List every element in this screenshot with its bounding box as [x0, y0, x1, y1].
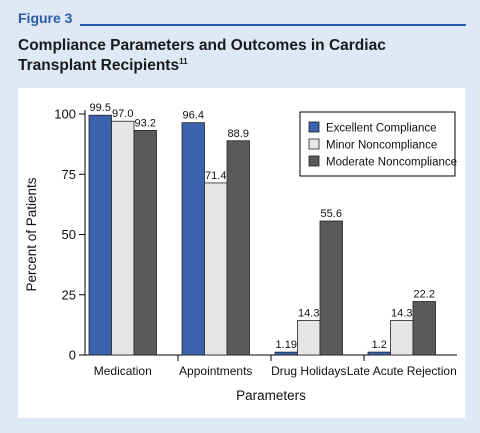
- x-tick-label: Medication: [94, 364, 152, 378]
- data-label: 14.3: [391, 308, 412, 320]
- chart-bars: 99.597.093.2 96.4 71.4 88.9 1.19 14.3 55.6 1.2 1…: [88, 102, 436, 356]
- chart-panel: 0 25 50 75 100 Percent of Patients Medication A…: [18, 88, 465, 418]
- data-label: 55.6: [321, 208, 342, 220]
- chart-legend: Excellent Compliance Minor Noncompliance M…: [299, 111, 457, 177]
- y-axis-title: Percent of Patients: [24, 177, 39, 291]
- legend-swatch: [308, 121, 320, 133]
- figure-title-text: Compliance Parameters and Outcomes in Ca…: [18, 37, 386, 74]
- data-label: 1.2: [372, 339, 387, 351]
- y-tick-label: 50: [62, 227, 76, 242]
- bar-excellent-compliance: [367, 351, 391, 356]
- bar-excellent-compliance: [181, 122, 205, 356]
- y-tick-label: 0: [69, 348, 76, 363]
- x-tick-label: Appointments: [179, 364, 252, 378]
- x-tick-label: Drug Holidays: [271, 364, 346, 378]
- data-label: 97.0: [112, 108, 133, 120]
- y-tick-label: 100: [54, 107, 76, 122]
- data-label: 71.4: [205, 170, 226, 182]
- figure-title-footnote: 11: [179, 56, 188, 66]
- legend-label: Excellent Compliance: [326, 123, 437, 135]
- bar-excellent-compliance: [274, 351, 298, 356]
- bar-moderate-noncompliance: [319, 220, 343, 356]
- legend-label: Moderate Noncompliance: [326, 157, 457, 169]
- figure-title: Compliance Parameters and Outcomes in Ca…: [18, 36, 458, 76]
- legend-label: Minor Noncompliance: [326, 140, 437, 152]
- bar-minor-noncompliance: [111, 120, 135, 356]
- figure-header: Figure 3: [18, 10, 466, 28]
- x-axis-title: Parameters: [236, 388, 306, 403]
- data-label: 96.4: [183, 110, 204, 122]
- legend-swatch: [308, 155, 320, 167]
- bar-moderate-noncompliance: [133, 129, 157, 356]
- bar-moderate-noncompliance: [412, 301, 436, 356]
- data-label: 14.3: [298, 308, 319, 320]
- bar-minor-noncompliance: [390, 320, 414, 356]
- data-label: 93.2: [135, 117, 156, 129]
- y-tick-label: 25: [62, 287, 76, 302]
- legend-box: [299, 111, 456, 177]
- chart-axes: 0 25 50 75 100 Percent of Patients Medication A…: [24, 107, 457, 403]
- bar-minor-noncompliance: [297, 320, 321, 356]
- bar-chart: 0 25 50 75 100 Percent of Patients Medication A…: [24, 102, 457, 403]
- y-tick-label: 75: [62, 167, 76, 182]
- data-label: 99.5: [90, 102, 111, 114]
- data-label: 22.2: [414, 288, 435, 300]
- data-label: 88.9: [228, 128, 249, 140]
- x-tick-label: Late Acute Rejection: [347, 364, 457, 378]
- header-rule: [80, 24, 466, 26]
- legend-swatch: [308, 138, 320, 150]
- data-label: 1.19: [276, 339, 297, 351]
- bar-excellent-compliance: [88, 114, 112, 356]
- figure-label: Figure 3: [18, 10, 73, 26]
- bar-moderate-noncompliance: [226, 140, 250, 356]
- bar-minor-noncompliance: [204, 182, 228, 356]
